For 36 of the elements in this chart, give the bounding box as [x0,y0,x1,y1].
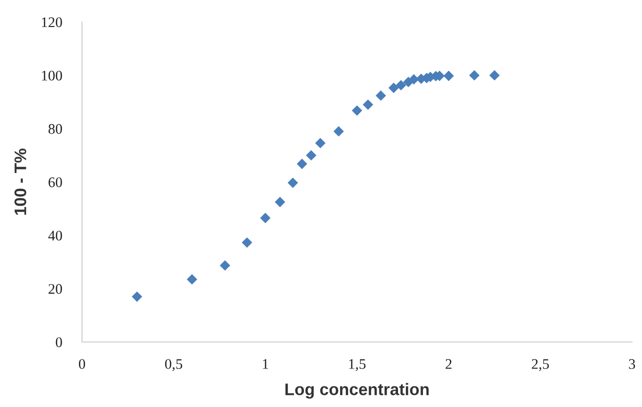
point [260,212,271,224]
x-tick-label: 0 [78,359,86,369]
point [443,70,454,82]
y-tick-label: 120 [42,17,62,28]
y-tick-label: 80 [48,124,62,134]
point [242,237,252,248]
point [362,99,374,110]
point [288,178,298,188]
point [186,274,198,285]
y-tick-label: 100 [42,70,62,81]
y-axis-title: 100 - T% [14,148,26,215]
y-tick-label: 20 [48,284,62,294]
point [388,82,399,94]
point [220,260,230,271]
x-tick-label: 2,5 [532,359,549,372]
y-tick-label: 60 [48,177,62,188]
point [296,158,308,170]
y-tick-label: 40 [48,230,62,241]
point [469,70,480,81]
point [396,80,406,90]
point [132,291,142,302]
x-tick-label: 2 [446,359,452,369]
point [376,90,386,101]
point [315,138,326,148]
y-tick-label: 0 [56,337,62,348]
x-tick-label: 3 [629,359,636,369]
x-tick-label: 1 [262,359,268,369]
x-tick-label: 0,5 [165,359,182,372]
point [333,126,344,137]
x-tick-label: 1,5 [349,359,366,372]
point [274,196,286,208]
x-axis-title: Log concentration [285,383,429,399]
point [306,150,316,161]
point [489,70,500,81]
point [352,105,362,116]
point [408,74,420,85]
